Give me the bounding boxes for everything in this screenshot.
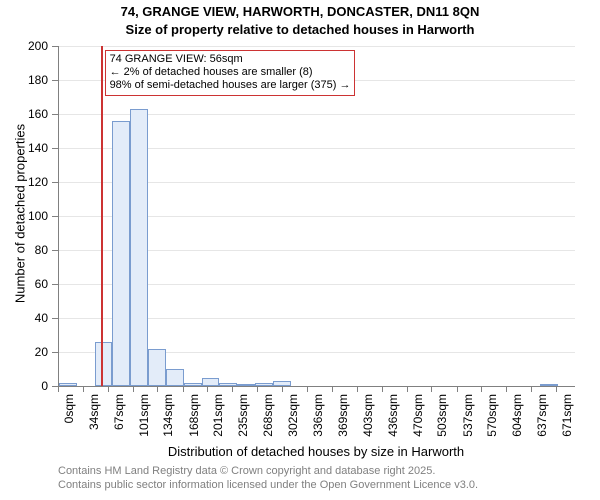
tick-x <box>133 386 134 392</box>
x-tick-label: 637sqm <box>535 394 549 437</box>
tick-y <box>52 216 58 217</box>
y-tick-label: 140 <box>0 141 48 155</box>
gridline-y <box>59 46 575 47</box>
histogram-bar <box>130 109 148 386</box>
x-tick-label: 570sqm <box>485 394 499 437</box>
histogram-bar <box>184 383 202 386</box>
tick-x <box>407 386 408 392</box>
histogram-bar <box>95 342 113 386</box>
histogram-bar <box>237 384 255 386</box>
y-tick-label: 120 <box>0 175 48 189</box>
x-tick-label: 470sqm <box>411 394 425 437</box>
x-tick-label: 134sqm <box>161 394 175 437</box>
marker-line <box>101 46 103 386</box>
tick-x <box>481 386 482 392</box>
tick-x <box>183 386 184 392</box>
tick-y <box>52 318 58 319</box>
histogram-bar <box>202 378 220 387</box>
tick-x <box>83 386 84 392</box>
x-tick-label: 537sqm <box>461 394 475 437</box>
tick-y <box>52 114 58 115</box>
tick-x <box>431 386 432 392</box>
x-tick-label: 671sqm <box>560 394 574 437</box>
annotation-line2: ← 2% of detached houses are smaller (8) <box>110 66 351 79</box>
tick-x <box>157 386 158 392</box>
tick-x <box>108 386 109 392</box>
x-tick-label: 201sqm <box>211 394 225 437</box>
x-axis-title: Distribution of detached houses by size … <box>58 444 574 459</box>
tick-x <box>207 386 208 392</box>
y-tick-label: 60 <box>0 277 48 291</box>
tick-x <box>457 386 458 392</box>
tick-x <box>58 386 59 392</box>
histogram-bar <box>59 383 77 386</box>
y-tick-label: 200 <box>0 39 48 53</box>
x-tick-label: 34sqm <box>87 394 101 430</box>
x-tick-label: 503sqm <box>435 394 449 437</box>
x-tick-label: 302sqm <box>286 394 300 437</box>
tick-x <box>382 386 383 392</box>
x-tick-label: 0sqm <box>62 394 76 423</box>
plot-area: 74 GRANGE VIEW: 56sqm ← 2% of detached h… <box>58 46 575 387</box>
x-tick-label: 604sqm <box>510 394 524 437</box>
tick-x <box>332 386 333 392</box>
x-tick-label: 369sqm <box>336 394 350 437</box>
tick-x <box>307 386 308 392</box>
tick-x <box>556 386 557 392</box>
attribution-line2: Contains public sector information licen… <box>58 478 478 492</box>
y-tick-label: 100 <box>0 209 48 223</box>
annotation-line3: 98% of semi-detached houses are larger (… <box>110 79 351 92</box>
tick-y <box>52 182 58 183</box>
tick-x <box>357 386 358 392</box>
x-tick-label: 436sqm <box>386 394 400 437</box>
tick-y <box>52 352 58 353</box>
x-tick-label: 101sqm <box>137 394 151 437</box>
x-tick-label: 403sqm <box>361 394 375 437</box>
histogram-bar <box>219 383 237 386</box>
histogram-bar <box>112 121 130 386</box>
chart-container: 74, GRANGE VIEW, HARWORTH, DONCASTER, DN… <box>0 0 600 500</box>
annotation-line1: 74 GRANGE VIEW: 56sqm <box>110 53 351 66</box>
y-tick-label: 180 <box>0 73 48 87</box>
x-tick-label: 235sqm <box>236 394 250 437</box>
tick-x <box>531 386 532 392</box>
tick-y <box>52 80 58 81</box>
y-tick-label: 80 <box>0 243 48 257</box>
chart-title-main: 74, GRANGE VIEW, HARWORTH, DONCASTER, DN… <box>0 4 600 19</box>
tick-x <box>506 386 507 392</box>
y-tick-label: 40 <box>0 311 48 325</box>
tick-y <box>52 46 58 47</box>
histogram-bar <box>166 369 184 386</box>
x-tick-label: 168sqm <box>187 394 201 437</box>
y-tick-label: 0 <box>0 379 48 393</box>
y-tick-label: 20 <box>0 345 48 359</box>
tick-y <box>52 250 58 251</box>
x-tick-label: 268sqm <box>261 394 275 437</box>
y-tick-label: 160 <box>0 107 48 121</box>
tick-y <box>52 148 58 149</box>
chart-title-sub: Size of property relative to detached ho… <box>0 22 600 37</box>
histogram-bar <box>148 349 166 386</box>
tick-y <box>52 284 58 285</box>
attribution-line1: Contains HM Land Registry data © Crown c… <box>58 464 478 478</box>
attribution-text: Contains HM Land Registry data © Crown c… <box>58 464 478 493</box>
tick-x <box>282 386 283 392</box>
annotation-box: 74 GRANGE VIEW: 56sqm ← 2% of detached h… <box>105 50 356 96</box>
x-tick-label: 336sqm <box>311 394 325 437</box>
tick-x <box>257 386 258 392</box>
x-tick-label: 67sqm <box>112 394 126 430</box>
tick-x <box>232 386 233 392</box>
